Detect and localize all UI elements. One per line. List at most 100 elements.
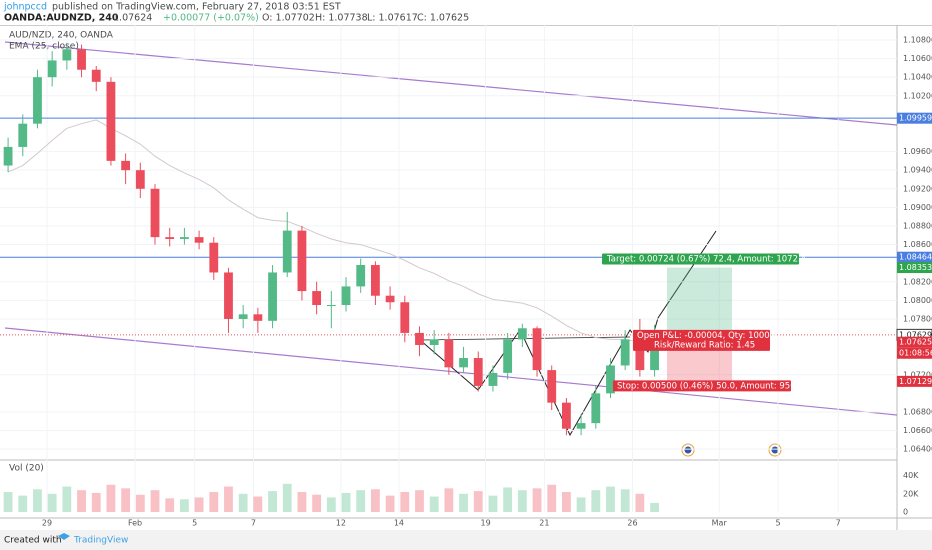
candle-body [224,272,233,319]
volume-bar [150,490,160,512]
event-flag [684,446,692,454]
brand[interactable]: TradingView [73,536,128,546]
target-badge [897,262,932,274]
volume-bar [620,489,630,512]
y-tick-label: 1.08200 [903,277,932,286]
volume-bar [91,492,101,512]
volume-bar [356,490,366,512]
candle-body [268,272,277,321]
volume-bar [179,499,189,512]
volume-bar [591,490,601,512]
x-tick-label: 26 [627,519,637,528]
y-tick-label: 1.07800 [903,314,932,323]
indicator-title: EMA (25, close) [9,42,79,52]
countdown-badge-label: 01:08:56 [899,349,932,358]
separator [0,25,932,26]
y-tick-label: 1.06800 [903,407,932,416]
volume-bar [47,493,57,512]
channel-upper [4,41,898,126]
volume-bar [297,492,307,512]
volume-tick-label: 40K [903,471,919,480]
candle-body [547,370,557,403]
close: C: 1.07625 [417,13,469,24]
footer-text: Created with [4,536,62,546]
volume-title: Vol (20) [9,464,44,474]
volume-bar [415,490,424,512]
open: O: 1.07702 [262,13,315,24]
x-tick-label: 29 [42,519,52,528]
candle-body [429,339,439,346]
x-tick-label: 5 [192,519,197,528]
candle-body [385,295,395,303]
y-tick-label: 1.09200 [903,184,932,193]
stop-badge [897,375,932,387]
y-tick-label: 1.10800 [903,35,932,44]
candle-body [18,123,28,147]
target-label: Target: 0.00724 (0.67%) 72.4, Amount: 10… [606,255,806,265]
volume-bar [385,495,395,512]
high: H: 1.07738 [315,13,368,24]
volume-bar [282,483,292,512]
volume-bar [488,495,498,512]
candle-body [341,286,351,306]
entry-badge-label: 1.07629 [899,330,932,339]
change: +0.00077 (+0.07%) [163,13,259,24]
volume-bar [194,497,204,512]
event-flag [771,446,779,454]
candle-body [238,314,248,319]
volume-bar [650,502,659,512]
candle-body [620,339,630,366]
volume-bar [224,486,233,512]
candle-body [121,160,131,171]
volume-bar [341,492,351,512]
candle-body [400,302,410,333]
volume-bar [517,490,527,512]
candle-body [106,81,116,161]
target-box [602,253,799,265]
candle-body [591,393,601,424]
candle-body [62,49,72,61]
volume-bar [326,497,336,512]
volume-bar [576,497,586,512]
volume-bar [503,487,513,512]
candle-body [77,49,86,70]
x-tick-label: 19 [481,519,491,528]
candle-body [3,146,13,166]
candle-body [415,332,424,346]
candle-body [135,170,145,189]
low: L: 1.07617 [367,13,418,24]
author[interactable]: johnpccd [3,2,47,13]
target-zone [667,267,732,335]
volume-bar [165,498,175,512]
candle-body [444,339,454,368]
stop-badge-label: 1.07129 [899,377,932,386]
candle-body [312,291,322,306]
stop-box [613,380,791,392]
candle-body [517,328,527,340]
candle-body [459,358,468,368]
candle-body [356,265,366,287]
volume-bar [121,488,131,512]
y-tick-label: 1.10600 [903,54,932,63]
pnl-label: Open P&L: -0.00004, Qty: 10000 [637,331,775,341]
volume-bar [238,493,248,512]
candle-body [91,69,101,82]
last-price-badge-label: 1.07625 [899,338,932,347]
volume-bar [18,495,28,512]
channel-lower [4,327,898,416]
x-tick-label: 12 [336,519,346,528]
volume-bar [3,492,13,512]
brand-logo [58,533,70,540]
volume-bar [253,496,263,512]
volume-bar [532,488,542,512]
candle-body [532,328,542,371]
y-tick-label: 1.09400 [903,166,932,175]
volume-bar [209,492,219,512]
x-tick-label: Mar [712,519,728,528]
x-tick-label: Feb [128,519,142,528]
price-badge [897,251,932,263]
candle-body [194,237,204,243]
volume-bar [106,484,116,512]
candle-body [650,335,659,371]
